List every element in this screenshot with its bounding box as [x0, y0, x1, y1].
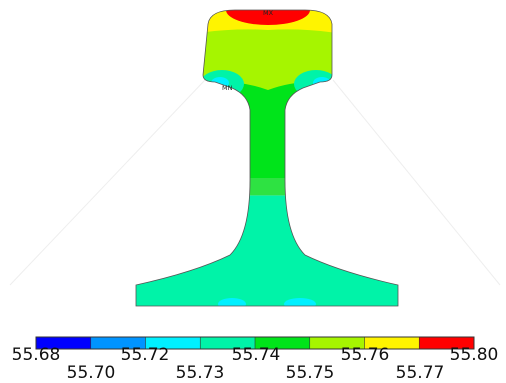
contour-min-right [313, 77, 331, 89]
min-marker-label: MN [222, 84, 233, 92]
contour-plot-viewport: MX MN [9, 9, 501, 307]
contour-foot-spot-left [218, 298, 246, 306]
contour-band-55-78-max [226, 10, 310, 25]
legend-swatch [200, 337, 255, 349]
contour-transition-web [245, 178, 290, 196]
legend-swatch [145, 337, 201, 349]
legend-label-55-74: 55.74 [231, 345, 281, 365]
legend-label-55-72: 55.72 [120, 345, 170, 365]
rail-contour [136, 10, 398, 306]
legend-swatch [309, 337, 365, 349]
rail-outline [135, 9, 399, 307]
legend-swatch [419, 337, 474, 349]
contour-blob-right-head [294, 70, 338, 98]
legend-swatches [36, 337, 474, 349]
legend-label-55-68: 55.68 [11, 345, 61, 365]
legend-label-55-80: 55.80 [449, 345, 499, 365]
contour-foot-spot-right [284, 298, 316, 306]
background-guide-lines [9, 79, 501, 286]
legend-label-55-73: 55.73 [175, 363, 225, 383]
legend-swatch [364, 337, 420, 349]
legend-label-55-70: 55.70 [66, 363, 116, 383]
legend-label-55-76: 55.76 [340, 345, 390, 365]
legend-swatch [90, 337, 146, 349]
legend-border [35, 336, 475, 350]
legend-swatch [36, 337, 91, 349]
max-marker-label: MX [263, 9, 274, 17]
color-legend [35, 336, 475, 350]
legend-label-55-77: 55.77 [395, 363, 445, 383]
legend-label-55-75: 55.75 [285, 363, 335, 383]
legend-swatch [255, 337, 310, 349]
